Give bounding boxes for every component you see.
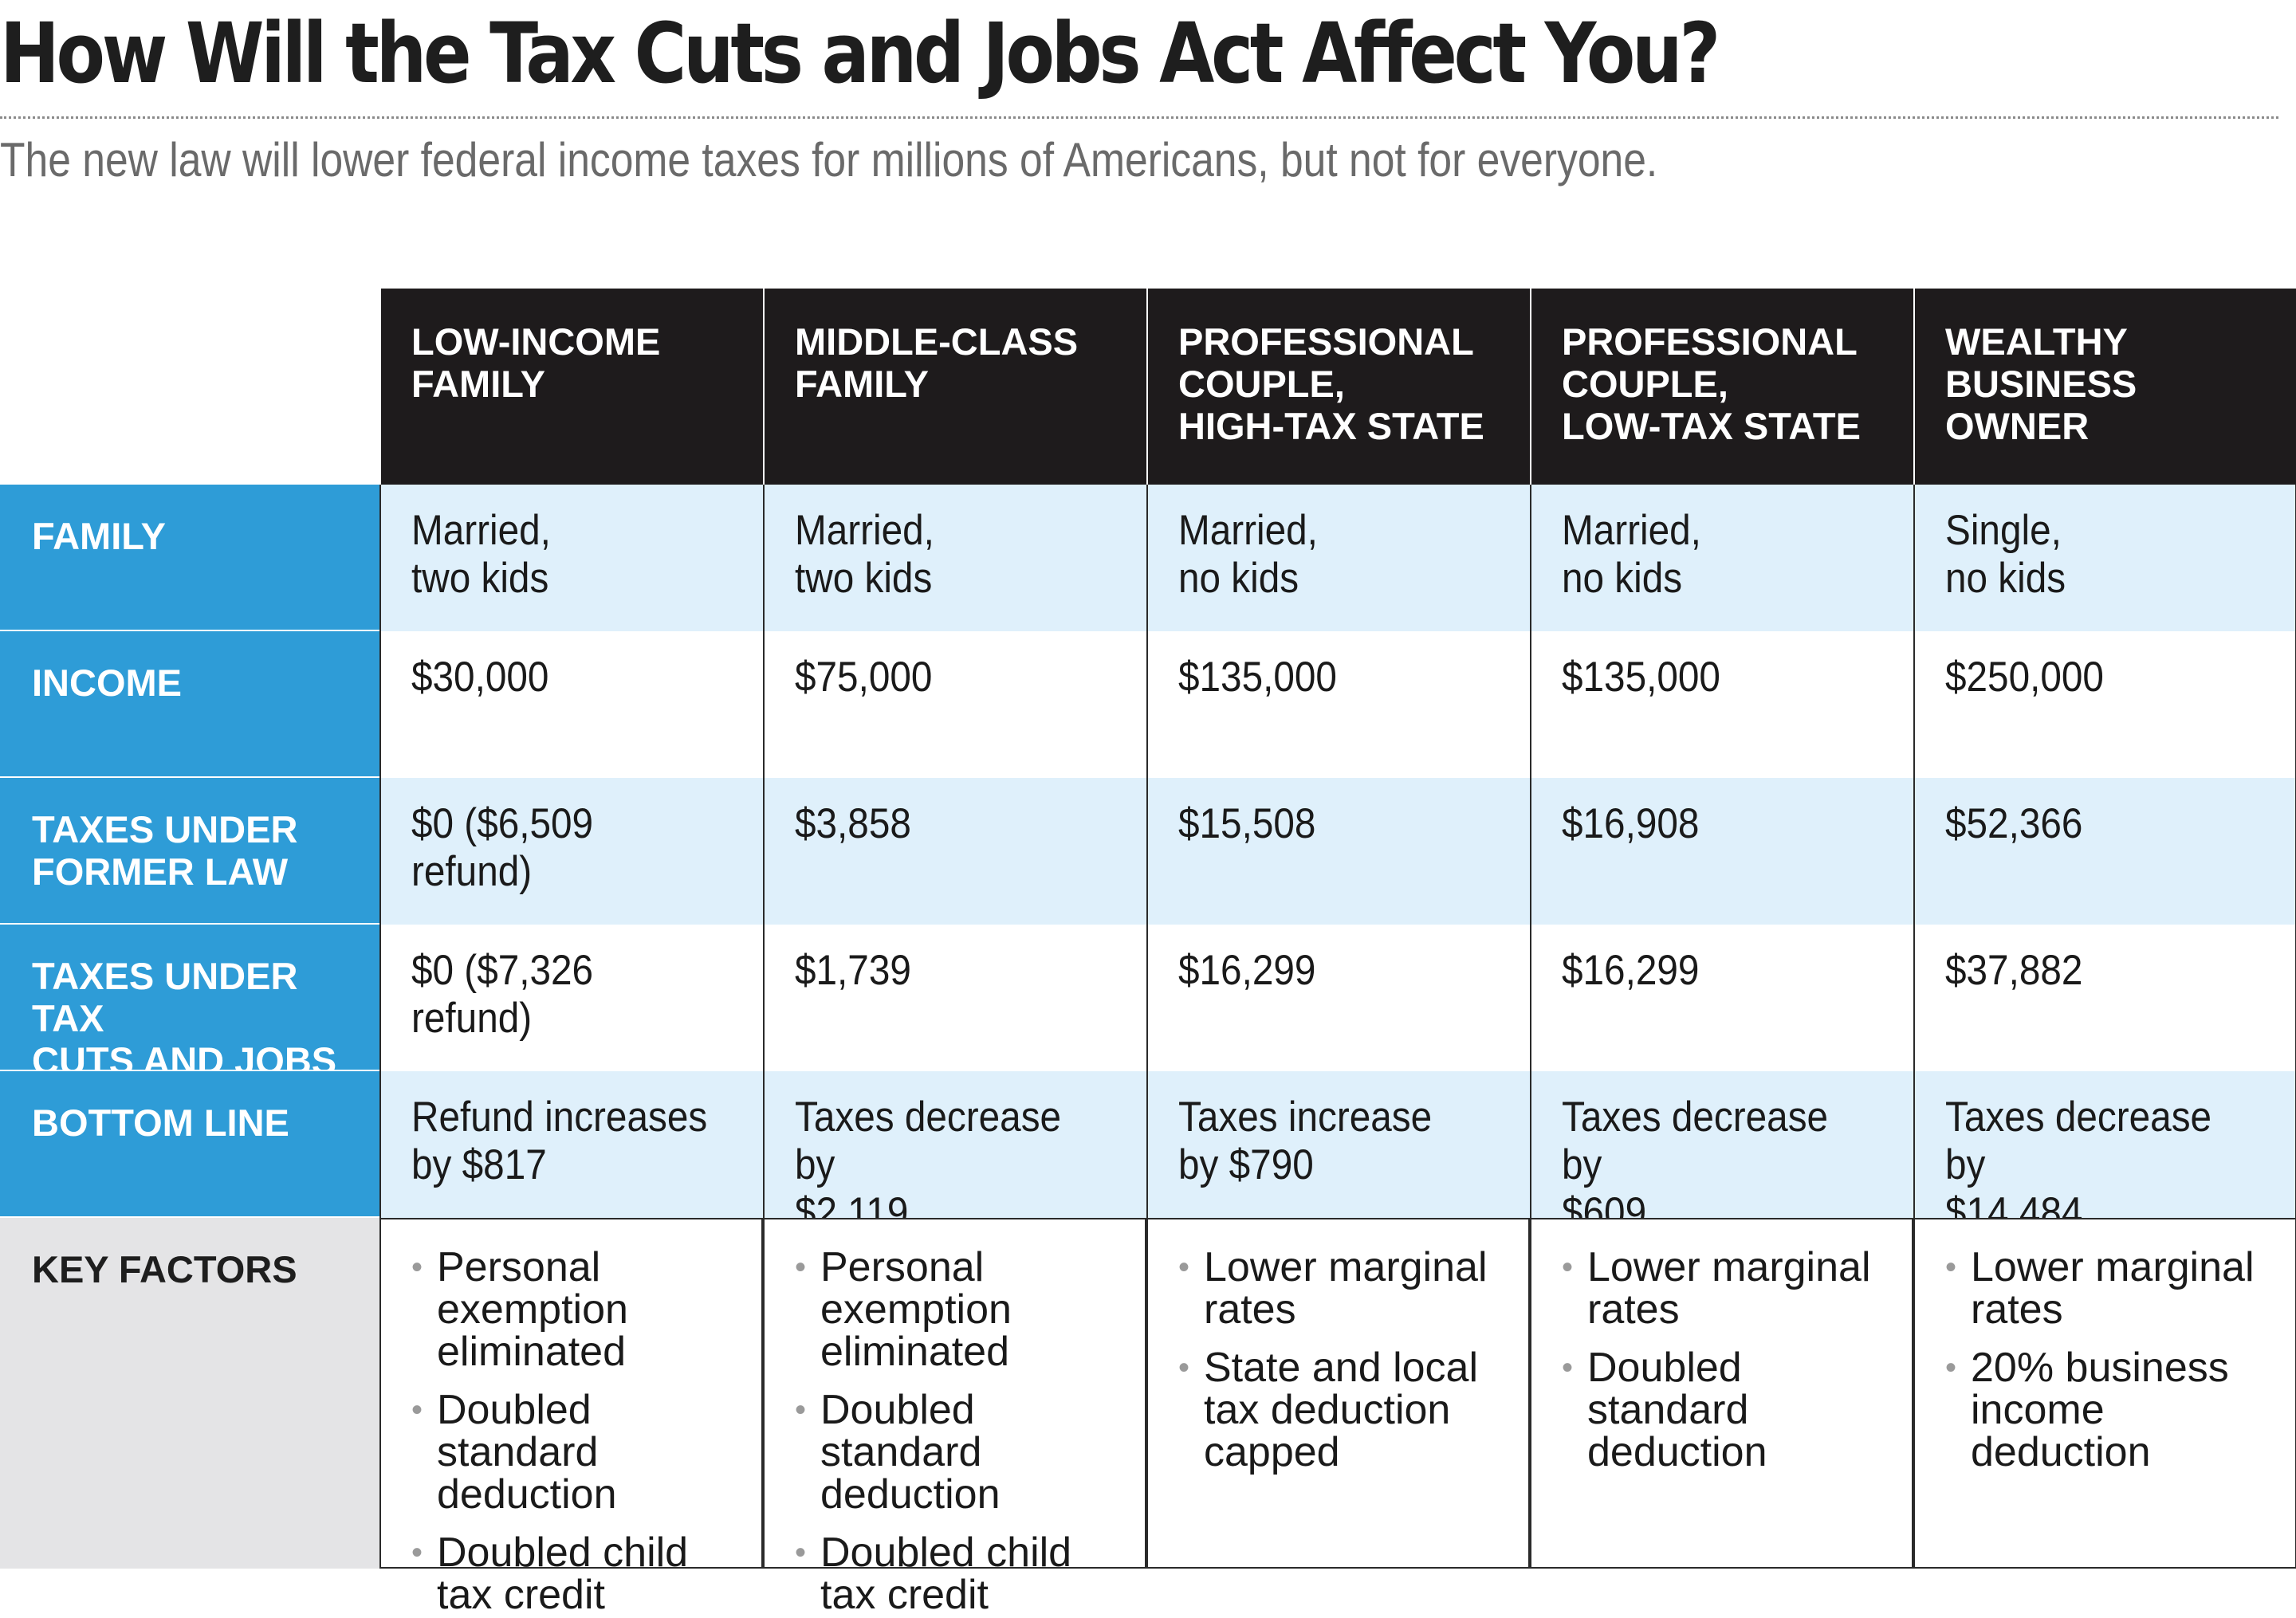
cell-text: $1,739 [795,947,911,994]
cell-text: $0 ($7,326 refund) [411,947,594,1042]
column-header: PROFESSIONAL COUPLE, LOW-TAX STATE [1530,289,1913,485]
cell-text: Taxes decrease by $14,484 [1945,1094,2212,1236]
table-cell: $37,882 [1913,925,2296,1071]
cell-text: Taxes increase by $790 [1178,1094,1433,1188]
cell-text: $0 ($6,509 refund) [411,800,594,895]
cell-text: Single, no kids [1945,507,2066,602]
table-cell: $52,366 [1913,778,2296,925]
comparison-table: LOW-INCOME FAMILY MIDDLE-CLASS FAMILY PROF… [0,289,2296,1616]
table-cell: $3,858 [763,778,1146,925]
cell-text: $30,000 [411,654,549,701]
table-cell: Married, two kids [763,485,1146,631]
table-cell: Married, two kids [379,485,763,631]
row-label-income: INCOME [0,631,379,778]
table-cell: $135,000 [1146,631,1530,778]
table-cell: $0 ($7,326 refund) [379,925,763,1071]
table-cell: $250,000 [1913,631,2296,778]
key-factors-cell: Lower marginal rates State and local tax … [1146,1218,1530,1569]
table-cell: $30,000 [379,631,763,778]
table-cell: Taxes decrease by $14,484 [1913,1071,2296,1236]
key-factor-item: Lower marginal rates [1178,1247,1516,1331]
table-cell: $1,739 [763,925,1146,1071]
chart-subtitle: The new law will lower federal income ta… [0,133,1658,187]
table-cell: $75,000 [763,631,1146,778]
table-cell: Married, no kids [1146,485,1530,631]
table-cell: Married, no kids [1530,485,1913,631]
table-cell: $135,000 [1530,631,1913,778]
table-cell: Single, no kids [1913,485,2296,631]
table-cell: Taxes decrease by $2,119 [763,1071,1146,1236]
key-factors-cell: Lower marginal rates Doubled standard ded… [1530,1218,1913,1569]
key-factor-item: Personal exemption eliminated [411,1247,749,1373]
cell-text: $75,000 [795,654,933,701]
key-factors-list: Personal exemption eliminated Doubled sta… [795,1247,1132,1616]
table-cell: $16,908 [1530,778,1913,925]
key-factor-item: Doubled standard deduction [411,1389,749,1516]
column-header: PROFESSIONAL COUPLE, HIGH-TAX STATE [1146,289,1530,485]
column-header: WEALTHY BUSINESS OWNER [1913,289,2296,485]
table-cell: Refund increases by $817 [379,1071,763,1218]
key-factors-cell: Personal exemption eliminated Doubled sta… [763,1218,1146,1616]
cell-text: Married, two kids [411,507,551,602]
cell-text: $37,882 [1945,947,2083,994]
key-factor-item: Lower marginal rates [1562,1247,1899,1331]
cell-text: $52,366 [1945,800,2083,847]
cell-text: $135,000 [1562,654,1720,701]
row-label-family: FAMILY [0,485,379,631]
key-factors-list: Lower marginal rates 20% business income … [1945,1247,2282,1474]
row-label-key-factors: KEY FACTORS [0,1218,379,1569]
row-label-taxes-under-former-law: TAXES UNDER FORMER LAW [0,778,379,925]
table-cell: $16,299 [1146,925,1530,1071]
chart-title: How Will the Tax Cuts and Jobs Act Affec… [0,5,1720,102]
key-factors-list: Personal exemption eliminated Doubled sta… [411,1247,749,1616]
cell-text: $250,000 [1945,654,2104,701]
cell-text: $15,508 [1178,800,1316,847]
cell-text: Refund increases by $817 [411,1094,708,1188]
cell-text: Married, no kids [1562,507,1701,602]
table-cell: $16,299 [1530,925,1913,1071]
title-divider [0,116,2278,119]
key-factors-cell: Personal exemption eliminated Doubled sta… [379,1218,763,1616]
key-factor-item: Personal exemption eliminated [795,1247,1132,1373]
key-factor-item: 20% business income deduction [1945,1347,2282,1474]
row-label-bottom-line: BOTTOM LINE [0,1071,379,1218]
cell-text: $16,299 [1178,947,1316,994]
key-factors-list: Lower marginal rates Doubled standard ded… [1562,1247,1899,1474]
cell-text: $16,299 [1562,947,1700,994]
key-factors-list: Lower marginal rates State and local tax … [1178,1247,1516,1474]
cell-text: Married, no kids [1178,507,1318,602]
cell-text: Married, two kids [795,507,934,602]
table-cell: Taxes increase by $790 [1146,1071,1530,1218]
cell-text: $16,908 [1562,800,1700,847]
table-cell: $15,508 [1146,778,1530,925]
column-header: MIDDLE-CLASS FAMILY [763,289,1146,485]
table-cell: $0 ($6,509 refund) [379,778,763,925]
cell-text: Taxes decrease by $2,119 [795,1094,1062,1236]
cell-text: $135,000 [1178,654,1337,701]
cell-text: Taxes decrease by $609 [1562,1094,1829,1236]
key-factor-item: Doubled child tax credit [795,1532,1132,1616]
key-factor-item: Doubled child tax credit [411,1532,749,1616]
row-label-taxes-under-tax-cuts-and-jobs-act: TAXES UNDER TAX CUTS AND JOBS ACT [0,925,379,1124]
table-cell: Taxes decrease by $609 [1530,1071,1913,1236]
column-header: LOW-INCOME FAMILY [379,289,763,485]
cell-text: $3,858 [795,800,911,847]
key-factor-item: State and local tax deduction capped [1178,1347,1516,1474]
key-factor-item: Lower marginal rates [1945,1247,2282,1331]
key-factor-item: Doubled standard deduction [1562,1347,1899,1474]
key-factor-item: Doubled standard deduction [795,1389,1132,1516]
key-factors-cell: Lower marginal rates 20% business income … [1913,1218,2296,1569]
